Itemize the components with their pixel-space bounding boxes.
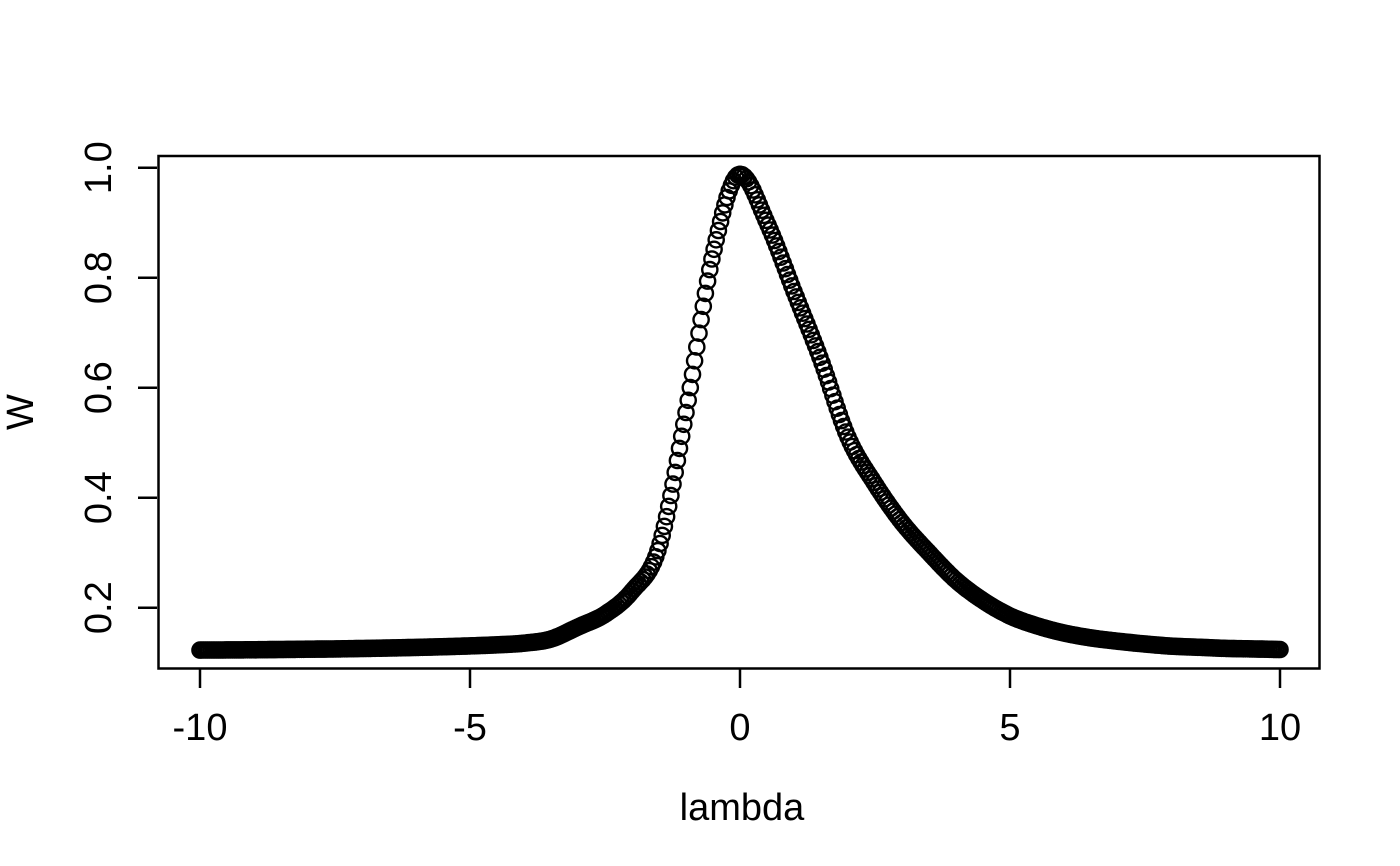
data-point-circle bbox=[698, 272, 717, 290]
plot-box bbox=[157, 154, 1321, 670]
y-tick-label: 1.0 bbox=[78, 141, 120, 194]
data-point-circle bbox=[696, 284, 715, 303]
data-point-circle bbox=[690, 324, 708, 343]
data-point-circle bbox=[709, 221, 728, 240]
data-point-circle bbox=[655, 517, 674, 536]
x-axis-title: lambda bbox=[680, 787, 805, 829]
data-point-circle bbox=[703, 250, 721, 268]
data-point-circle bbox=[657, 507, 676, 526]
data-point-circle bbox=[662, 486, 680, 505]
data-point-circle bbox=[711, 212, 730, 231]
y-tick-label: 0.4 bbox=[78, 471, 120, 524]
data-points bbox=[191, 165, 1289, 659]
data-point-circle bbox=[672, 427, 691, 446]
data-point-circle bbox=[670, 439, 689, 458]
data-point-circle bbox=[653, 526, 672, 545]
data-point-circle bbox=[683, 365, 702, 384]
x-tick-label: -10 bbox=[173, 707, 228, 749]
data-point-circle bbox=[679, 391, 698, 410]
data-point-circle bbox=[668, 451, 687, 470]
y-axis-title: W bbox=[0, 394, 42, 430]
data-point-circle bbox=[664, 475, 682, 493]
data-point-circle bbox=[681, 378, 700, 397]
y-tick-label: 0.2 bbox=[78, 581, 120, 634]
x-tick-label: 10 bbox=[1259, 707, 1301, 749]
y-tick-label: 0.6 bbox=[78, 361, 120, 414]
data-point-circle bbox=[677, 403, 695, 422]
data-point-circle bbox=[701, 260, 719, 279]
data-point-circle bbox=[651, 534, 669, 553]
x-tick-label: 5 bbox=[999, 707, 1020, 749]
data-point-circle bbox=[707, 230, 726, 249]
data-point-circle bbox=[1271, 640, 1289, 659]
data-point-circle bbox=[659, 497, 678, 516]
data-point-circle bbox=[705, 240, 723, 259]
x-tick-label: 0 bbox=[729, 707, 750, 749]
data-point-circle bbox=[713, 204, 732, 222]
chart-layer: -10 -5 0 5 10 0.2 0.4 0.6 0.8 1.0 bbox=[78, 141, 1321, 749]
data-point-circle bbox=[694, 297, 713, 316]
data-point-circle bbox=[666, 463, 685, 482]
data-point-circle bbox=[675, 415, 693, 434]
data-point-circle bbox=[692, 310, 710, 329]
y-tick-label: 0.8 bbox=[78, 251, 120, 304]
x-tick-label: -5 bbox=[453, 707, 487, 749]
